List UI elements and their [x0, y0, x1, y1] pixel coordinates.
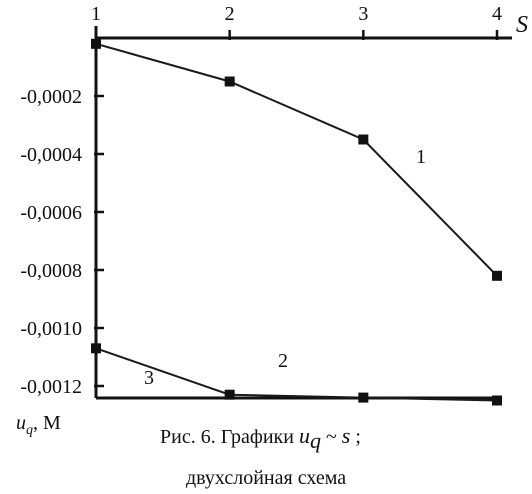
- caption-suffix: ;: [350, 426, 361, 448]
- annotation-3-label: 3: [144, 367, 154, 389]
- y-tick-label: -0,0012: [20, 376, 82, 398]
- series-1-point: [492, 270, 502, 281]
- series-2-point: [224, 389, 235, 400]
- series: [91, 38, 502, 406]
- x-tick-label: 2: [225, 3, 235, 25]
- series-1-point: [224, 76, 235, 87]
- caption-tilde: ~: [321, 426, 342, 448]
- figure-caption: Рис. 6. Графики uq ~ s ;: [160, 423, 361, 453]
- x-axis-label: S: [516, 12, 528, 38]
- x-tick-label: 3: [358, 3, 368, 25]
- y-axis-label-main: u: [16, 412, 26, 434]
- caption-q: q: [310, 428, 321, 453]
- y-tick-label: -0,0002: [20, 86, 82, 108]
- series-2-point: [492, 395, 502, 406]
- y-axis-label: uq, M: [16, 412, 61, 438]
- series-2-point: [358, 392, 369, 403]
- y-axis-label-unit: , M: [33, 412, 61, 434]
- x-tick-label: 1: [91, 3, 101, 25]
- series-1-point: [358, 134, 369, 145]
- y-axis-label-sub: q: [26, 423, 33, 438]
- caption-u: u: [299, 423, 310, 448]
- y-tick-label: -0,0008: [20, 260, 82, 282]
- caption-s: s: [342, 423, 351, 448]
- caption-prefix: Рис. 6. Графики: [160, 426, 299, 448]
- series-2-point: [91, 343, 101, 354]
- y-tick-label: -0,0010: [20, 318, 82, 340]
- series-1-line: [95, 42, 498, 277]
- x-ticks: 1 2 3 4: [91, 3, 502, 40]
- figure-caption-line2: двухслойная схема: [186, 467, 346, 489]
- series-2-line: [95, 347, 498, 402]
- series-2-label: 2: [278, 350, 288, 372]
- x-tick-label: 4: [492, 3, 502, 25]
- series-1-label: 1: [416, 146, 426, 168]
- series-1-point: [91, 38, 101, 49]
- y-tick-label: -0,0006: [20, 202, 82, 224]
- y-ticks: -0,0002 -0,0004 -0,0006 -0,0008 -0,0010 -0,00…: [20, 86, 104, 398]
- y-tick-label: -0,0004: [20, 144, 82, 166]
